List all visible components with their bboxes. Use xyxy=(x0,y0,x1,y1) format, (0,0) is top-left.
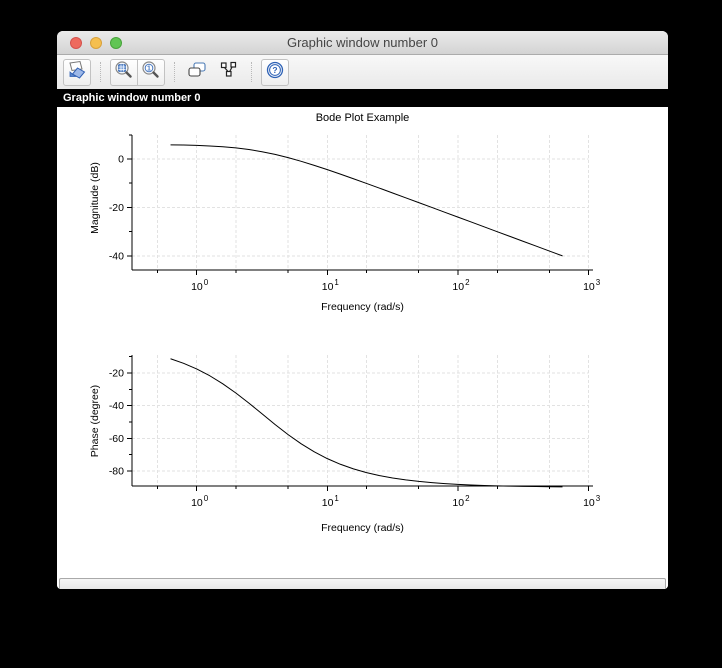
plot-title: Bode Plot Example xyxy=(315,112,410,124)
window-title: Graphic window number 0 xyxy=(286,35,439,50)
svg-text:?: ? xyxy=(272,65,277,75)
y-tick-label: -20 xyxy=(109,202,124,214)
zoom-area-button[interactable] xyxy=(110,58,138,86)
close-button[interactable] xyxy=(70,36,82,49)
toolbar-separator xyxy=(251,62,252,82)
x-tick-label: 102 xyxy=(452,278,470,293)
rotate-edit-icon xyxy=(67,60,87,85)
graphic-window: Graphic window number 0 xyxy=(57,31,668,589)
help-icon: ? xyxy=(265,60,285,85)
y-tick-label: 0 xyxy=(118,153,124,165)
zoom-button[interactable] xyxy=(110,36,122,49)
figure-toolbar: 1 xyxy=(57,55,668,89)
phase-curve xyxy=(170,358,563,488)
window-titlebar[interactable]: Graphic window number 0 xyxy=(57,31,668,55)
zoom-reset-icon: 1 xyxy=(141,60,161,85)
zoom-area-icon xyxy=(114,60,134,85)
reset-view-button[interactable]: 1 xyxy=(137,58,165,86)
copy-figure-icon xyxy=(186,61,208,84)
status-bar xyxy=(57,576,668,589)
datatips-icon xyxy=(219,61,239,84)
figure-name-label: Graphic window number 0 xyxy=(63,92,201,104)
phase-frequency-axis-label: Frequency (rad/s) xyxy=(321,522,404,534)
y-tick-label: -40 xyxy=(109,400,124,412)
svg-text:1: 1 xyxy=(147,65,151,72)
toolbar-separator xyxy=(174,62,175,82)
rotate-edit-button[interactable] xyxy=(63,58,91,86)
copy-figure-button[interactable] xyxy=(184,59,210,85)
minimize-button[interactable] xyxy=(90,36,102,49)
zoom-button-group: 1 xyxy=(110,58,165,86)
x-tick-label: 102 xyxy=(452,494,470,509)
x-tick-label: 101 xyxy=(322,494,340,509)
x-tick-label: 100 xyxy=(191,494,209,509)
y-tick-label: -20 xyxy=(109,367,124,379)
help-button[interactable]: ? xyxy=(261,58,289,86)
toolbar-separator xyxy=(100,62,101,82)
y-tick-label: -60 xyxy=(109,433,124,445)
magnitude-axis-label: Magnitude (dB) xyxy=(89,162,101,234)
figure-name-bar: Graphic window number 0 xyxy=(57,89,668,107)
y-tick-label: -40 xyxy=(109,250,124,262)
traffic-lights xyxy=(70,31,122,54)
y-tick-label: -80 xyxy=(109,465,124,477)
x-tick-label: 103 xyxy=(583,278,601,293)
x-tick-label: 101 xyxy=(322,278,340,293)
figure-canvas-area: 100 101 102 103 0 -20 -40 100 101 102 103 -20 -40 -60… xyxy=(57,107,668,576)
x-tick-label: 103 xyxy=(583,494,601,509)
magnitude-curve xyxy=(170,144,563,257)
plot-canvas[interactable]: 100 101 102 103 0 -20 -40 100 101 102 103 -20 -40 -60… xyxy=(57,107,668,571)
phase-axis-label: Phase (degree) xyxy=(89,384,101,458)
datatips-button[interactable] xyxy=(216,59,242,85)
status-message xyxy=(59,578,666,589)
magnitude-frequency-axis-label: Frequency (rad/s) xyxy=(321,301,404,313)
x-tick-label: 100 xyxy=(191,278,209,293)
